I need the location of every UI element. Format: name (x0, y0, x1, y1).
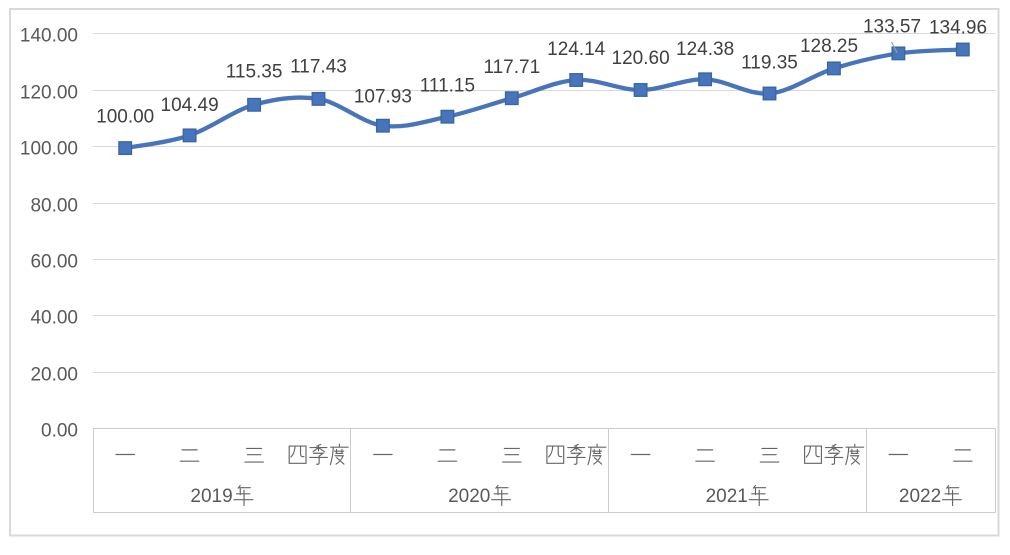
svg-text:2019: 2019 (190, 486, 232, 507)
svg-text:119.35: 119.35 (741, 53, 798, 74)
svg-text:104.49: 104.49 (161, 95, 219, 116)
svg-text:80.00: 80.00 (30, 195, 78, 216)
svg-text:117.43: 117.43 (290, 57, 347, 78)
svg-text:128.25: 128.25 (800, 36, 858, 57)
svg-text:0.00: 0.00 (41, 420, 78, 441)
svg-text:60.00: 60.00 (30, 251, 78, 272)
svg-text:134.96: 134.96 (929, 18, 987, 39)
svg-text:100.00: 100.00 (20, 138, 78, 159)
svg-text:133.57: 133.57 (863, 17, 921, 38)
svg-text:120.60: 120.60 (612, 48, 670, 69)
svg-text:107.93: 107.93 (354, 87, 412, 108)
svg-text:2022: 2022 (899, 486, 941, 507)
svg-text:124.14: 124.14 (547, 39, 606, 60)
svg-text:2020: 2020 (448, 486, 490, 507)
svg-text:117.71: 117.71 (483, 57, 540, 78)
svg-text:100.00: 100.00 (96, 106, 154, 127)
svg-text:140.00: 140.00 (20, 25, 78, 46)
svg-text:124.38: 124.38 (676, 39, 734, 60)
svg-text:115.35: 115.35 (226, 62, 283, 83)
svg-text:120.00: 120.00 (20, 82, 78, 103)
svg-text:111.15: 111.15 (420, 75, 475, 96)
svg-text:40.00: 40.00 (30, 307, 78, 328)
svg-text:2021: 2021 (706, 486, 748, 507)
svg-text:20.00: 20.00 (30, 364, 78, 385)
